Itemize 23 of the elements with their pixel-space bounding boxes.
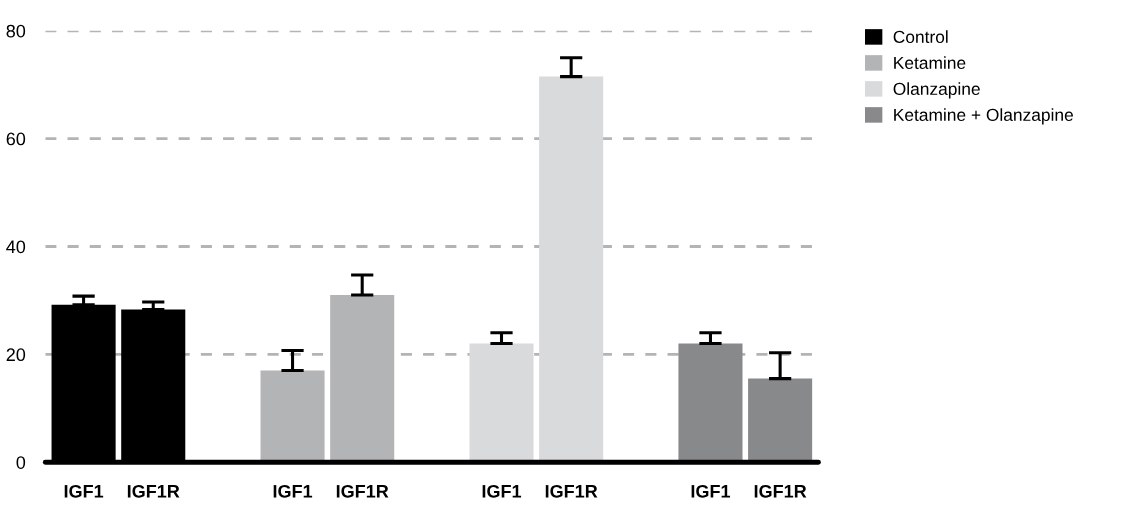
y-tick-label: 80 xyxy=(6,24,26,38)
bar xyxy=(748,378,813,463)
y-tick-label: 0 xyxy=(16,456,26,469)
legend-label: Olanzapine xyxy=(893,82,980,99)
y-tick-label: 60 xyxy=(6,132,26,146)
x-tick-label: IGF1 xyxy=(691,484,731,498)
legend-label: Ketamine xyxy=(894,56,966,70)
bar xyxy=(469,343,534,463)
y-tick-label: 20 xyxy=(6,348,26,362)
x-tick-label: IGF1 xyxy=(273,484,313,498)
bar xyxy=(678,343,743,463)
x-tick-label: IGF1R xyxy=(754,484,807,498)
x-tick-label: IGF1 xyxy=(64,484,104,498)
legend-label: Control xyxy=(893,30,948,44)
legend-label: Ketamine + Olanzapine xyxy=(894,108,1073,125)
x-tick-label: IGF1 xyxy=(482,484,522,498)
x-tick-label: IGF1R xyxy=(545,484,598,498)
y-tick-label: 40 xyxy=(6,240,26,254)
bar xyxy=(260,370,325,463)
x-tick-label: IGF1R xyxy=(127,484,180,498)
bar xyxy=(539,76,604,463)
x-tick-label: IGF1R xyxy=(336,484,389,498)
bar xyxy=(330,295,395,463)
